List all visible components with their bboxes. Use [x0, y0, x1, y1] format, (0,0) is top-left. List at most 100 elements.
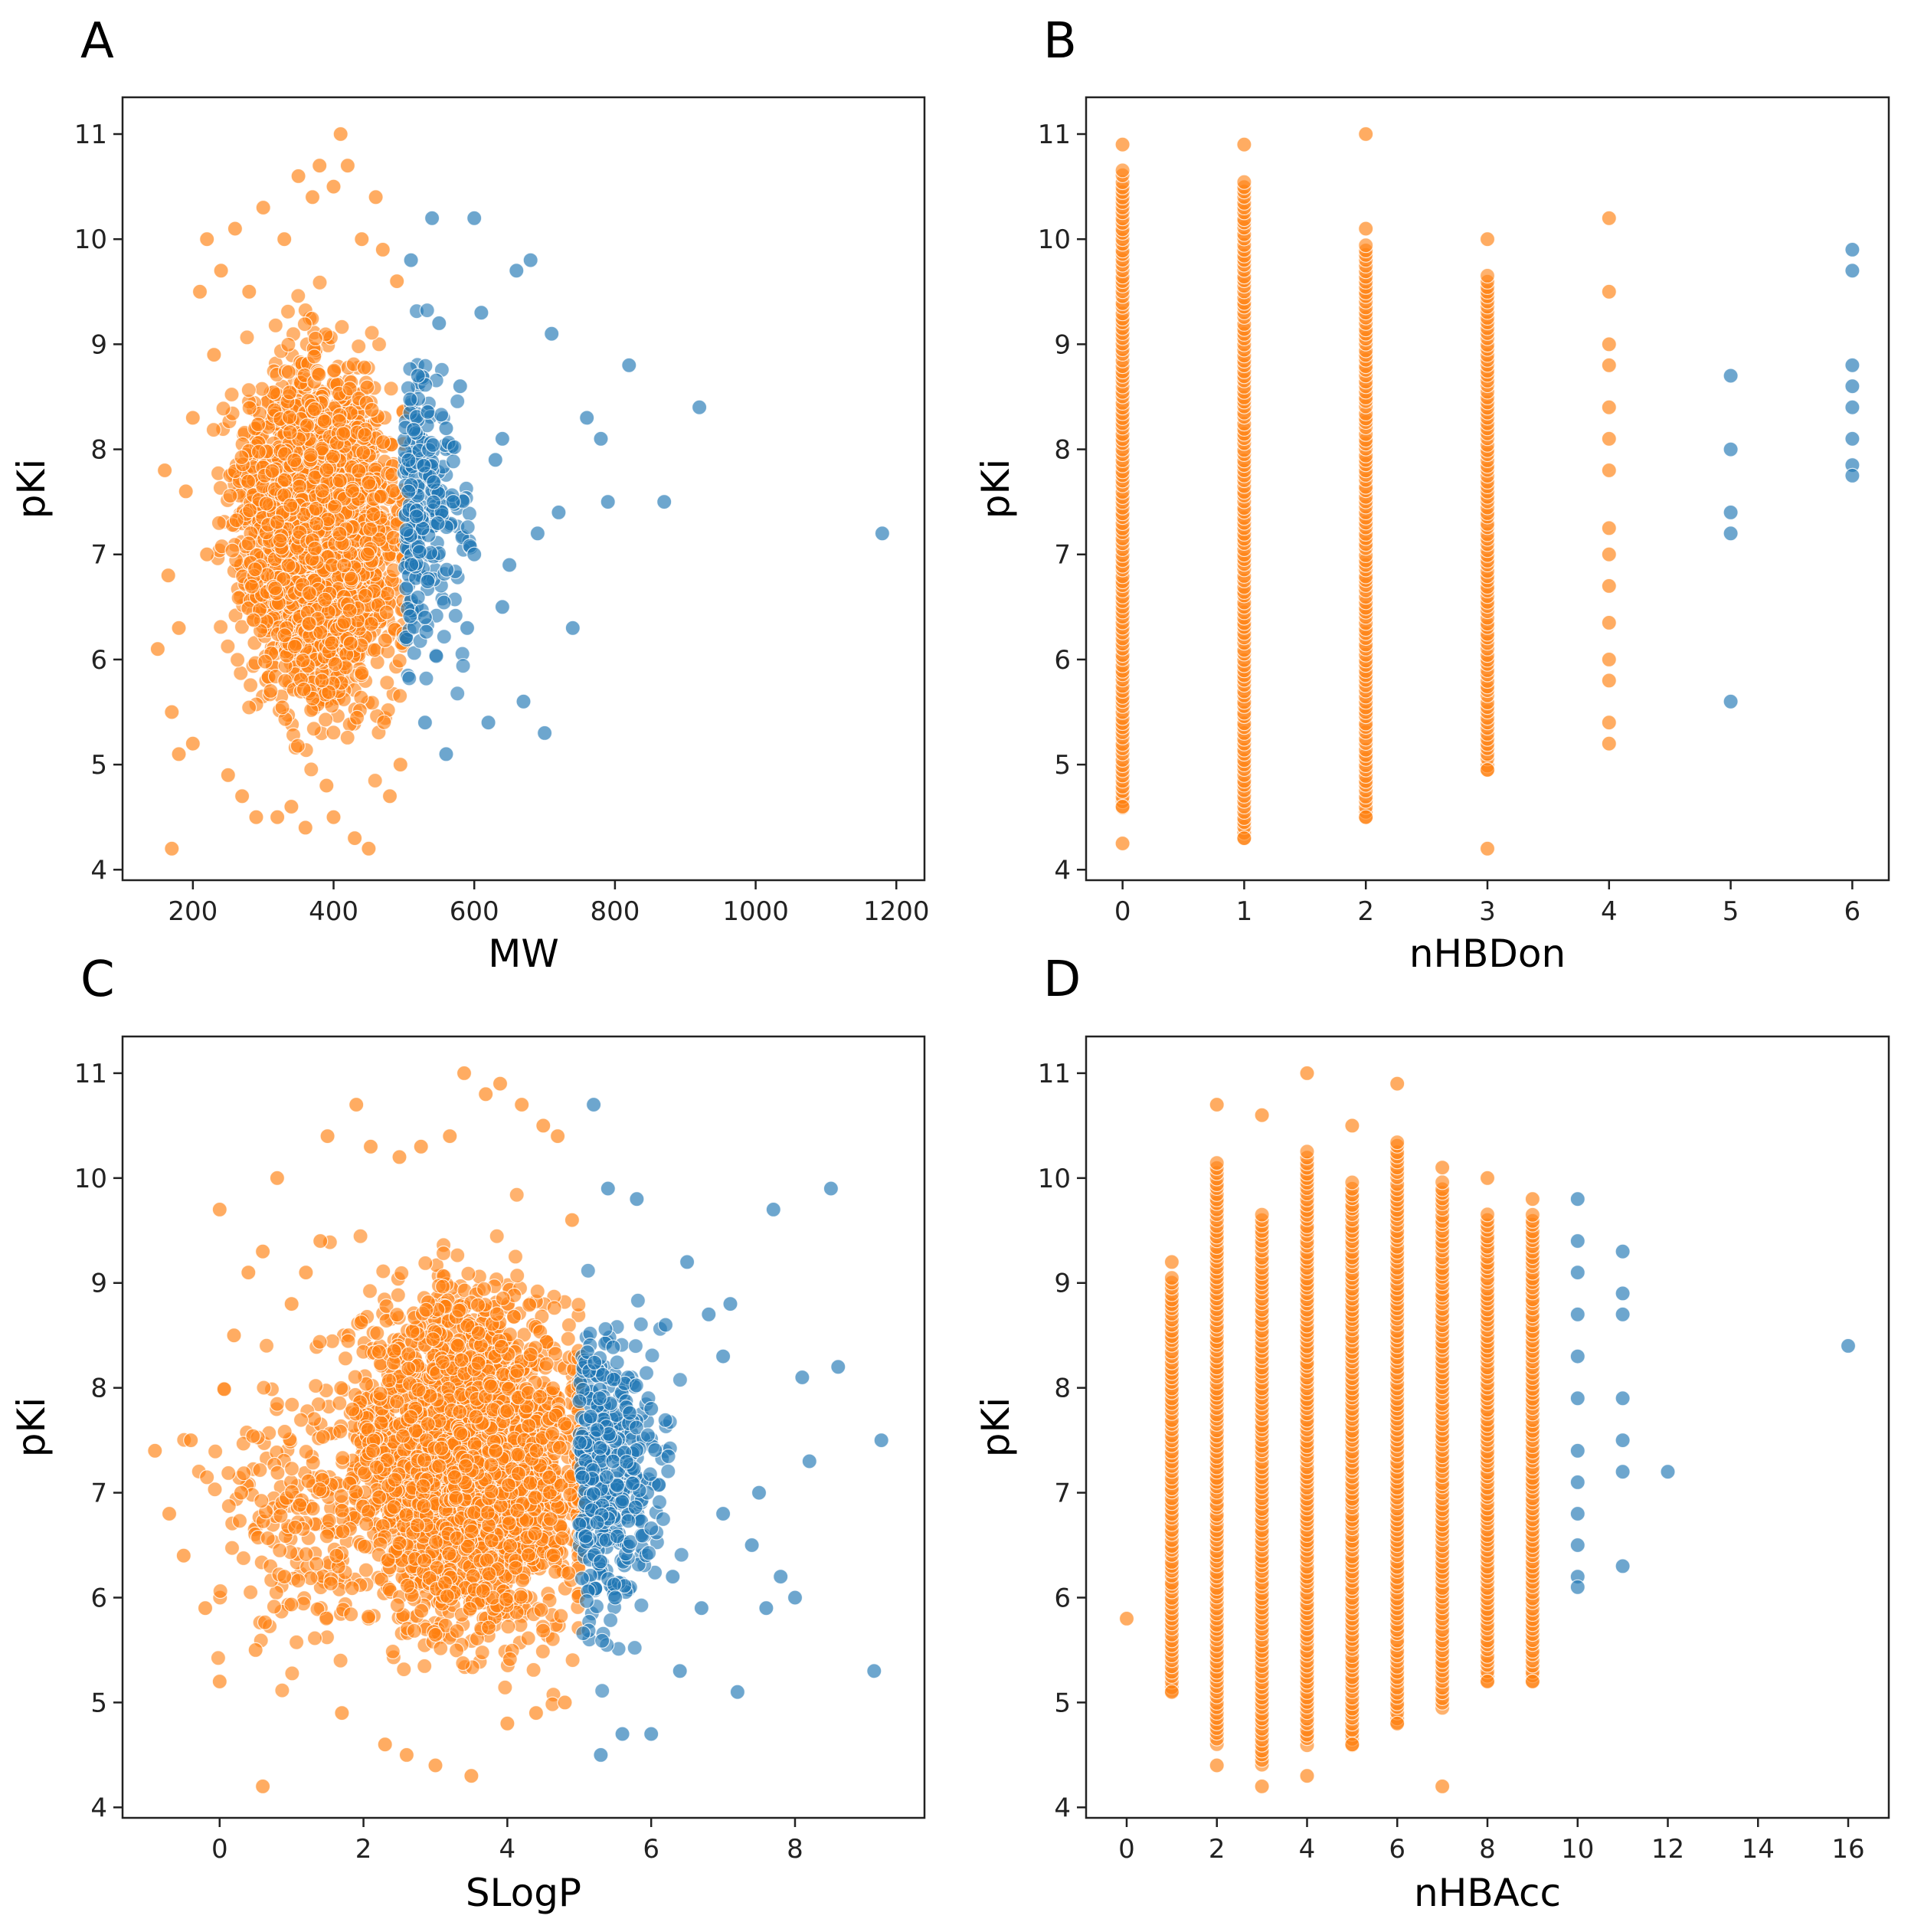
scatter-point-blue: [515, 693, 532, 709]
scatter-point: [274, 699, 290, 715]
panel-letter: B: [1043, 13, 1077, 70]
x-tick-label: 2: [1357, 896, 1374, 927]
scatter-point: [357, 427, 373, 443]
y-tick-label: 5: [1054, 750, 1071, 781]
scatter-point: [351, 339, 367, 355]
scatter-point-orange: [347, 830, 363, 846]
scatter-point-orange: [1479, 761, 1496, 778]
scatter-point: [363, 616, 379, 632]
scatter-point-orange: [171, 746, 187, 762]
scatter-point: [319, 462, 335, 478]
scatter-point: [385, 529, 401, 546]
y-tick-label: 4: [90, 855, 107, 886]
scatter-point: [460, 519, 476, 535]
scatter-point: [342, 635, 358, 652]
scatter-point: [286, 452, 303, 469]
x-tick-label: 400: [309, 896, 358, 927]
scatter-point: [291, 478, 308, 495]
scatter-point: [306, 401, 323, 418]
scatter-point: [321, 684, 337, 700]
scatter-point-orange: [1601, 715, 1617, 731]
scatter-point: [339, 729, 355, 746]
scatter-point: [354, 665, 370, 681]
scatter-point: [1358, 237, 1374, 254]
scatter-point: [230, 652, 246, 668]
scatter-point: [489, 1228, 505, 1244]
scatter-point-orange: [191, 283, 208, 300]
scatter-point: [520, 1630, 536, 1646]
scatter-point-orange: [326, 178, 342, 195]
scatter-point: [272, 532, 288, 548]
scatter-point-orange: [1601, 614, 1617, 631]
panel-letter: A: [80, 13, 114, 70]
scatter-point-blue: [494, 599, 511, 615]
scatter-point-blue: [1844, 241, 1860, 257]
scatter-point-orange: [326, 809, 342, 825]
scatter-point-orange: [157, 462, 173, 479]
scatter-point: [436, 594, 452, 611]
scatter-point-orange: [160, 568, 176, 584]
scatter-point: [312, 274, 328, 290]
scatter-point-orange: [149, 641, 165, 657]
scatter-point: [263, 683, 279, 699]
scatter-point-blue: [417, 609, 434, 626]
scatter-point: [296, 681, 312, 698]
x-tick-label: 800: [590, 896, 640, 927]
scatter-point: [215, 401, 231, 417]
scatter-point: [418, 670, 434, 686]
scatter-point-orange: [199, 546, 215, 562]
scatter-point: [277, 627, 293, 643]
y-tick-label: 4: [1054, 855, 1071, 886]
scatter-point: [408, 509, 424, 525]
scatter-point: [525, 1662, 542, 1678]
scatter-point-orange: [185, 410, 201, 426]
scatter-point-orange: [199, 231, 215, 247]
scatter-point: [405, 421, 422, 438]
scatter-point: [234, 619, 250, 635]
scatter-point: [342, 381, 358, 397]
scatter-point: [282, 385, 298, 401]
scatter-point: [401, 452, 417, 468]
scatter-point-blue: [1844, 399, 1860, 415]
scatter-point-orange: [339, 158, 355, 174]
scatter-point: [355, 444, 371, 460]
scatter-point-blue: [417, 715, 434, 731]
scatter-point: [439, 562, 455, 578]
scatter-point: [398, 522, 414, 539]
scatter-point: [243, 677, 259, 693]
y-tick-label: 5: [90, 750, 107, 781]
scatter-point: [398, 581, 414, 597]
scatter-point: [247, 562, 263, 578]
x-axis-label: MW: [488, 932, 559, 976]
scatter-point-orange: [283, 798, 299, 815]
scatter-point: [267, 580, 283, 597]
scatter-point: [301, 615, 317, 631]
scatter-point: [241, 382, 257, 398]
scatter-point-orange: [297, 820, 313, 836]
x-tick-label: 5: [1723, 896, 1739, 927]
scatter-point: [428, 648, 444, 664]
scatter-point: [362, 1283, 378, 1299]
scatter-point-blue: [529, 526, 546, 542]
scatter-point-blue: [438, 420, 454, 437]
scatter-point: [244, 578, 260, 594]
scatter-point-orange: [368, 189, 384, 205]
y-tick-label: 9: [1054, 329, 1071, 360]
x-tick-label: 1200: [863, 896, 930, 927]
scatter-point: [314, 483, 330, 499]
scatter-point: [394, 1265, 410, 1282]
scatter-point: [364, 325, 380, 341]
scatter-point-orange: [1601, 520, 1617, 536]
scatter-point-orange: [375, 241, 391, 257]
scatter-point: [362, 521, 378, 538]
scatter-point: [307, 540, 323, 557]
scatter-point: [332, 473, 348, 489]
scatter-point: [411, 544, 427, 560]
scatter-point: [213, 619, 229, 635]
scatter-point: [417, 1658, 433, 1674]
scatter-point-blue: [1723, 368, 1739, 384]
scatter-point-orange: [381, 788, 398, 804]
scatter-point: [364, 401, 380, 418]
scatter-point: [326, 499, 343, 515]
scatter-point: [250, 444, 267, 460]
